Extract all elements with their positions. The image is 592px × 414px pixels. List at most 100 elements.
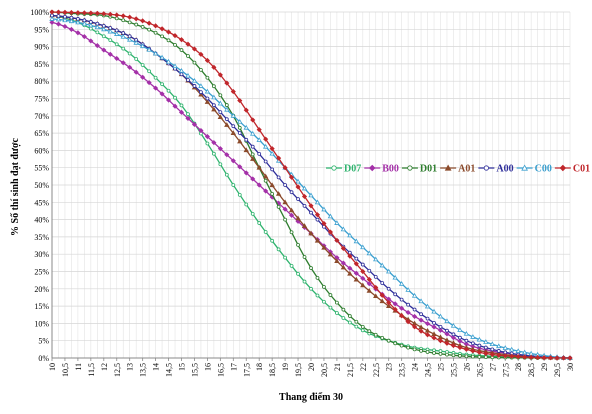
data-point xyxy=(198,83,204,88)
data-point xyxy=(146,46,152,52)
data-point xyxy=(502,353,508,359)
data-point xyxy=(431,324,437,330)
data-point xyxy=(94,24,101,30)
data-point xyxy=(418,317,424,323)
data-point xyxy=(322,284,326,289)
data-point xyxy=(159,91,165,97)
data-point xyxy=(179,103,184,108)
data-point xyxy=(386,300,392,306)
x-tick-label: 25,5 xyxy=(449,363,458,377)
x-tick-label: 11,5 xyxy=(87,363,96,377)
data-point xyxy=(463,346,469,352)
data-point xyxy=(328,293,333,297)
x-tick-label: 30 xyxy=(566,363,575,371)
data-point xyxy=(340,226,347,232)
data-point xyxy=(217,100,224,106)
legend: D07 B00 D01 A01 A00 C00 C01 xyxy=(326,164,590,175)
data-point xyxy=(211,84,216,89)
data-point xyxy=(398,281,405,286)
data-point xyxy=(315,276,320,280)
data-point xyxy=(340,245,346,251)
x-tick-label: 24 xyxy=(411,363,420,371)
data-point xyxy=(412,307,417,312)
data-point xyxy=(560,355,567,361)
data-point xyxy=(88,22,94,28)
data-point xyxy=(502,345,508,350)
y-axis-title: % Số thí sinh đạt được xyxy=(10,137,21,236)
data-point xyxy=(321,220,327,227)
data-point xyxy=(386,268,392,274)
data-point xyxy=(178,109,185,115)
x-tick-label: 10 xyxy=(48,363,57,371)
data-point xyxy=(191,46,198,52)
data-point xyxy=(198,51,204,57)
data-point xyxy=(341,307,346,312)
data-point xyxy=(515,348,521,353)
data-point xyxy=(173,42,177,47)
data-point xyxy=(521,349,528,355)
y-tick-label: 30% xyxy=(34,250,49,259)
data-point xyxy=(289,263,294,268)
data-point xyxy=(237,138,243,144)
data-point xyxy=(301,223,308,228)
legend-item-c01: C01 xyxy=(554,164,590,175)
data-point xyxy=(205,75,210,80)
data-point xyxy=(406,302,411,307)
y-tick-label: 25% xyxy=(34,268,49,277)
data-point xyxy=(211,106,217,112)
data-point xyxy=(360,244,366,250)
data-point xyxy=(192,84,197,88)
legend-marker xyxy=(444,164,452,171)
data-point xyxy=(166,88,171,93)
data-point xyxy=(451,332,456,337)
data-point xyxy=(166,38,171,43)
data-point xyxy=(296,197,300,201)
data-point xyxy=(360,262,365,267)
data-point xyxy=(120,60,126,66)
data-point xyxy=(153,75,158,80)
data-point xyxy=(464,354,469,359)
data-point xyxy=(204,99,211,104)
data-point xyxy=(457,344,463,351)
data-point xyxy=(139,43,146,49)
data-point xyxy=(160,34,164,39)
data-point xyxy=(88,26,93,31)
data-point xyxy=(159,54,165,60)
data-point xyxy=(283,255,288,260)
data-point xyxy=(424,303,431,309)
data-point xyxy=(366,288,372,293)
x-tick-label: 29,5 xyxy=(553,363,562,377)
data-point xyxy=(347,320,352,325)
data-point xyxy=(256,182,262,188)
data-point xyxy=(199,90,203,95)
data-point xyxy=(327,251,334,257)
data-point xyxy=(95,30,100,35)
x-tick-label: 27,5 xyxy=(501,363,510,377)
data-point xyxy=(296,243,300,247)
data-point xyxy=(218,93,223,98)
x-tick-label: 12 xyxy=(100,363,109,371)
data-point xyxy=(218,110,223,115)
data-point xyxy=(269,146,275,152)
data-point xyxy=(186,54,190,58)
data-point xyxy=(379,292,385,298)
x-tick-label: 24,5 xyxy=(424,363,433,377)
data-point xyxy=(250,144,255,149)
data-point xyxy=(315,293,320,298)
data-point xyxy=(289,230,294,235)
data-point xyxy=(302,203,307,208)
data-point xyxy=(425,316,430,321)
data-point xyxy=(224,152,230,158)
data-point xyxy=(68,18,75,24)
data-point xyxy=(205,96,210,101)
data-point xyxy=(380,281,385,285)
data-point xyxy=(256,137,262,142)
data-point xyxy=(107,11,113,17)
data-point xyxy=(275,191,282,196)
data-point xyxy=(347,253,353,259)
data-point xyxy=(418,298,424,304)
data-point xyxy=(147,69,152,74)
x-tick-label: 18,5 xyxy=(268,363,277,377)
